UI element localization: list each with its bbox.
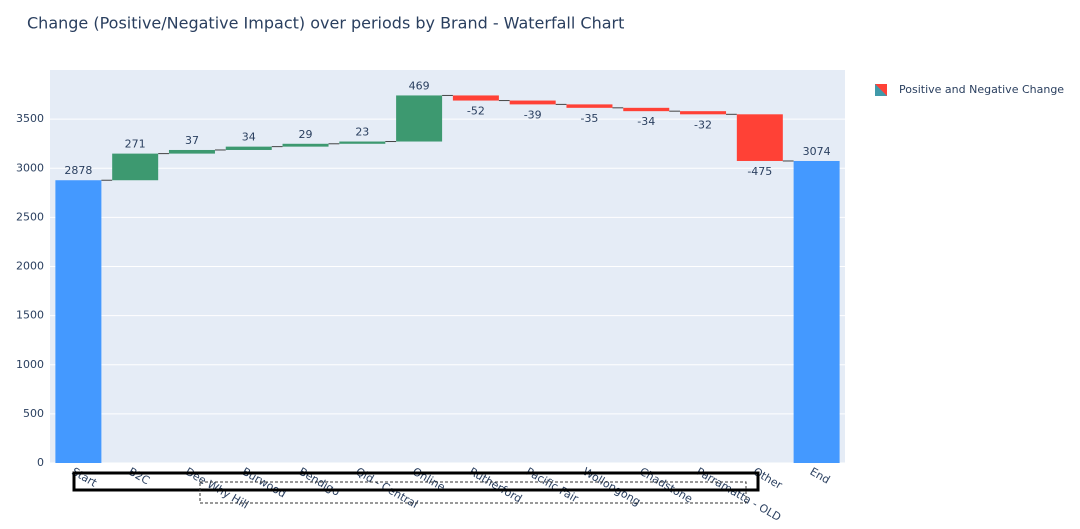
bar <box>55 180 102 463</box>
y-tick-label: 500 <box>23 407 44 420</box>
y-tick-label: 1500 <box>16 309 44 322</box>
bar <box>168 149 215 154</box>
value-label: 271 <box>125 138 146 151</box>
y-tick-label: 2000 <box>16 260 44 273</box>
overlay-box <box>72 471 760 492</box>
value-label: 34 <box>242 131 256 144</box>
value-label: -52 <box>467 105 485 118</box>
legend: Positive and Negative Change <box>875 83 1064 96</box>
value-label: 2878 <box>64 164 92 177</box>
bar <box>282 143 329 147</box>
y-tick-label: 0 <box>37 456 44 469</box>
value-label: -32 <box>694 118 712 131</box>
y-tick-label: 1000 <box>16 358 44 371</box>
value-label: -35 <box>580 112 598 125</box>
legend-icon <box>875 84 887 96</box>
legend-label: Positive and Negative Change <box>899 83 1064 96</box>
bar <box>112 153 159 181</box>
value-label: 3074 <box>803 145 831 158</box>
value-label: -34 <box>637 115 655 128</box>
bar <box>339 141 386 144</box>
bar <box>793 160 840 464</box>
bar <box>680 111 727 115</box>
chart-title: Change (Positive/Negative Impact) over p… <box>27 14 624 33</box>
bar <box>623 107 670 112</box>
overlay-box <box>199 481 747 504</box>
y-tick-label: 2500 <box>16 210 44 223</box>
value-label: 37 <box>185 134 199 147</box>
value-label: -475 <box>747 165 772 178</box>
bar <box>566 104 613 108</box>
y-tick-label: 3000 <box>16 161 44 174</box>
bar <box>509 100 556 105</box>
value-label: 469 <box>409 79 430 92</box>
bar <box>452 95 499 101</box>
bar <box>225 146 272 150</box>
y-tick-label: 3500 <box>16 112 44 125</box>
bar <box>396 95 443 142</box>
value-label: -39 <box>524 108 542 121</box>
value-label: 23 <box>355 126 369 139</box>
bar <box>736 114 783 161</box>
value-label: 29 <box>299 128 313 141</box>
